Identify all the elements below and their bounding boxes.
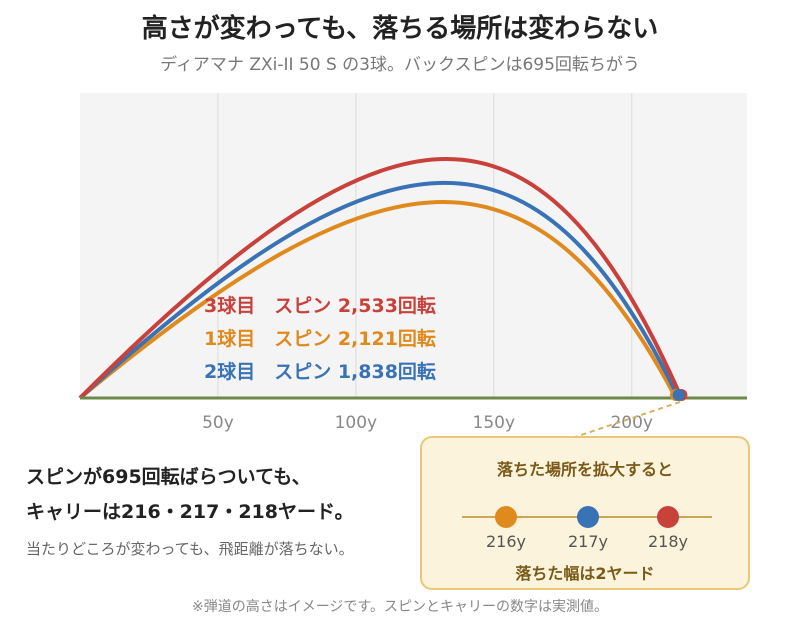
- landing-points: [669, 389, 688, 401]
- note-line-2: キャリーは216・217・218ヤード。: [26, 501, 354, 523]
- zoom-connector: [574, 401, 681, 438]
- zoom-landing-dot: [577, 506, 599, 528]
- zoom-landing-label: 216y: [485, 532, 526, 551]
- zoom-landing-label: 218y: [647, 532, 688, 551]
- trajectory-line: [78, 180, 681, 400]
- plot-area: [80, 93, 747, 398]
- legend-entry: 1球目 スピン 2,121回転: [204, 327, 436, 350]
- x-tick-labels: 50y 100y 150y 200y: [202, 413, 653, 433]
- legend: 3球目 スピン 2,533回転 1球目 スピン 2,121回転 2球目 スピン 1,…: [204, 294, 436, 383]
- legend-entry: 3球目 スピン 2,533回転: [204, 294, 436, 317]
- zoom-spread-label: 落ちた幅は2ヤード: [515, 564, 655, 583]
- chart-subtitle: ディアマナ ZXi-II 50 S の3球。バックスピンは695回転ちがう: [160, 55, 640, 75]
- x-tick-label: 100y: [335, 413, 378, 433]
- zoom-title: 落ちた場所を拡大すると: [496, 460, 673, 479]
- trajectory-curves: [78, 156, 684, 400]
- trajectory-line: [78, 156, 684, 400]
- x-tick-label: 50y: [202, 413, 234, 433]
- zoom-panel: 落ちた場所を拡大すると 216y 217y 218y 落ちた幅は2ヤード: [420, 436, 750, 590]
- x-tick-label: 200y: [610, 413, 653, 433]
- trajectory-line: [78, 200, 678, 400]
- legend-entry: 2球目 スピン 1,838回転: [204, 360, 436, 383]
- zoom-landing-dot: [657, 506, 679, 528]
- note-line-1: スピンが695回転ばらついても、: [26, 466, 311, 488]
- x-tick-label: 150y: [473, 413, 516, 433]
- footnote: ※弾道の高さはイメージです。スピンとキャリーの数字は実測値。: [191, 599, 609, 615]
- landing-point: [672, 389, 685, 401]
- grid-lines: [217, 93, 633, 398]
- note-line-3: 当たりどころが変わっても、飛距離が落ちない。: [26, 540, 354, 558]
- chart-title: 高さが変わっても、落ちる場所は変わらない: [141, 14, 659, 44]
- zoom-landing-label: 217y: [567, 532, 608, 551]
- zoom-landing-dot: [495, 506, 517, 528]
